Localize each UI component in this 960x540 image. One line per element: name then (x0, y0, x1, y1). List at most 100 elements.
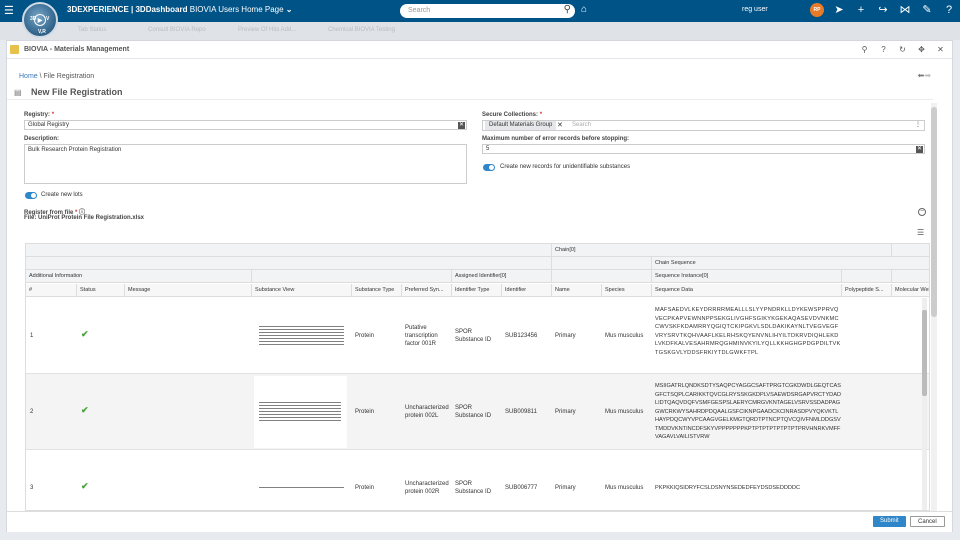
create-lots-toggle[interactable] (25, 192, 37, 199)
table-row[interactable]: 3 ✔ Protein Uncharacterized protein 002R… (26, 450, 929, 510)
success-check-icon: ✔ (81, 329, 89, 339)
table-row[interactable]: 1 ✔ Protein Putative transcription facto… (26, 298, 929, 374)
breadcrumb-current: File Registration (43, 73, 95, 80)
col-name[interactable]: Name (551, 284, 601, 297)
preferred-synonym: Putative transcription factor 001R (405, 325, 438, 347)
substance-type: Protein (355, 333, 375, 339)
unidentifiable-toggle[interactable] (483, 164, 495, 171)
search-icon[interactable]: ⚲ (861, 45, 868, 54)
tab-status[interactable]: Tab Status (78, 27, 107, 33)
compass-widget[interactable]: 3D ▶ V V,R (22, 2, 58, 38)
tab-chemical[interactable]: Chemical BIOVIA Testing (328, 27, 395, 33)
scrollbar-thumb[interactable] (931, 107, 937, 317)
app-icon (10, 45, 19, 54)
close-icon[interactable]: ✕ (937, 45, 944, 54)
scrollbar-thumb[interactable] (922, 310, 927, 396)
list-settings-icon[interactable]: ☰ (917, 228, 925, 237)
user-name[interactable]: reg user (742, 6, 768, 13)
table-scrollbar[interactable] (922, 298, 927, 510)
breadcrumb-home[interactable]: Home (19, 73, 38, 80)
sequence-data: MAFSAEDVLKEYDRRRRMEALLLSLYYPNDRKLLDYKEWS… (655, 307, 841, 356)
refresh-icon[interactable]: ↻ (899, 45, 906, 54)
pin-icon[interactable]: ✥ (918, 45, 925, 54)
row-number: 2 (30, 409, 34, 415)
registry-field[interactable]: Global Registry ✕ (24, 120, 467, 130)
clear-icon[interactable]: ✕ (916, 146, 923, 153)
chevron-down-icon[interactable]: ⌄ (285, 5, 293, 14)
search-icon[interactable]: ⚲ (563, 4, 571, 15)
sequence-data: PKPKKIQSIDRYFCSLDSNYNSEDEDFEYDSDSEDDDDC (655, 485, 801, 491)
col-substance-view[interactable]: Substance View (251, 284, 351, 297)
chain-header: Chain[0] (551, 244, 891, 257)
max-errors-field[interactable]: 5 ✕ (482, 144, 925, 154)
cancel-button[interactable]: Cancel (910, 516, 945, 527)
col-message[interactable]: Message (124, 284, 251, 297)
tag-icon[interactable]: ⌂ (581, 4, 588, 15)
menu-icon[interactable]: ☰ (4, 5, 14, 17)
info-icon[interactable]: ⓘ (79, 210, 86, 216)
col-status[interactable]: Status (76, 284, 124, 297)
secure-collections-field[interactable]: Default Materials Group ✕ Search ⋮ (482, 120, 925, 131)
panel-scrollbar[interactable] (931, 103, 937, 511)
col-number[interactable]: # (29, 287, 33, 293)
submit-button[interactable]: Submit (873, 516, 906, 527)
col-polypeptide[interactable]: Polypeptide S... (841, 284, 891, 297)
unidentifiable-toggle-label: Create new records for unidentifiable su… (500, 164, 631, 170)
substance-type: Protein (355, 409, 375, 415)
col-substance-type[interactable]: Substance Type (351, 284, 401, 297)
identifier-type: SPOR Substance ID (455, 329, 492, 343)
substance-thumbnail[interactable] (259, 400, 341, 422)
chain-name: Primary (555, 333, 576, 339)
search-placeholder: Search (408, 7, 431, 14)
search-input[interactable]: Search ⚲ (400, 4, 575, 18)
compass-label-3d: 3D (30, 16, 37, 22)
max-errors-value: 5 (486, 146, 490, 152)
share-network-icon[interactable]: ⋈ (899, 4, 911, 16)
secure-search-placeholder: Search (572, 122, 592, 128)
collection-chip[interactable]: Default Materials Group (485, 121, 557, 130)
identifier: SUB123456 (505, 333, 538, 339)
col-preferred-synonym[interactable]: Preferred Syn... (401, 284, 451, 297)
help-icon[interactable]: ? (945, 4, 953, 16)
form-area: Registry: * Global Registry ✕ Descriptio… (7, 99, 933, 512)
substance-thumbnail[interactable] (259, 485, 344, 489)
tools-icon[interactable]: ✎ (922, 4, 932, 16)
col-sequence-data[interactable]: Sequence Data (651, 284, 841, 297)
nav-arrows: ⬅➡ (918, 71, 931, 80)
header-spacer (251, 270, 451, 283)
clear-icon[interactable]: ✕ (458, 122, 465, 129)
sequence-data: MSIIGATRLQNDKSDTYSAQPCYAGGCSAFTPRGTCGKDW… (655, 383, 841, 440)
registry-label: Registry: * (24, 112, 55, 118)
forward-arrow-icon[interactable]: ➡ (924, 71, 931, 80)
chip-remove-icon[interactable]: ✕ (557, 122, 563, 129)
breadcrumb-separator: \ (39, 73, 42, 80)
back-arrow-icon[interactable]: ⬅ (917, 71, 925, 80)
add-icon[interactable]: + (857, 4, 865, 16)
preferred-synonym: Uncharacterized protein 002R (405, 481, 449, 495)
substance-thumbnail[interactable] (259, 324, 344, 346)
col-species[interactable]: Species (601, 284, 651, 297)
remove-file-icon[interactable]: − (918, 208, 926, 216)
avatar[interactable]: RP (810, 3, 824, 17)
app-brand[interactable]: 3DEXPERIENCE | 3DDashboard BIOVIA Users … (67, 5, 293, 14)
table-header-group-3: Additional Information Assigned Identifi… (26, 270, 929, 283)
header-spacer (551, 257, 651, 270)
table-column-headers: # Status Message Substance View Substanc… (26, 284, 929, 297)
col-identifier-type[interactable]: Identifier Type (451, 284, 501, 297)
additional-info-header: Additional Information (29, 273, 83, 279)
notification-icon[interactable]: ➤ (834, 4, 844, 16)
col-molecular-weight[interactable]: Molecular Wei... (891, 284, 929, 297)
tab-consult[interactable]: Consult BIOVIA Repo (148, 27, 206, 33)
species: Mus musculus (605, 409, 644, 415)
dashboard-tabs: Tab Status Consult BIOVIA Repo Preview O… (0, 22, 960, 40)
share-arrow-icon[interactable]: ↪ (878, 4, 888, 16)
identifier: SUB009811 (505, 409, 537, 415)
col-identifier[interactable]: Identifier (501, 284, 551, 297)
help-icon[interactable]: ? (881, 45, 886, 54)
more-icon[interactable]: ⋮ (915, 122, 921, 128)
assigned-identifier-header: Assigned Identifier[0] (451, 270, 551, 283)
play-icon[interactable]: ▶ (34, 14, 46, 26)
description-field[interactable]: Bulk Research Protein Registration (24, 144, 467, 184)
tab-preview[interactable]: Preview Of Hits Add... (238, 27, 297, 33)
table-row[interactable]: 2 ✔ Protein Uncharacterized protein 002L… (26, 374, 929, 450)
